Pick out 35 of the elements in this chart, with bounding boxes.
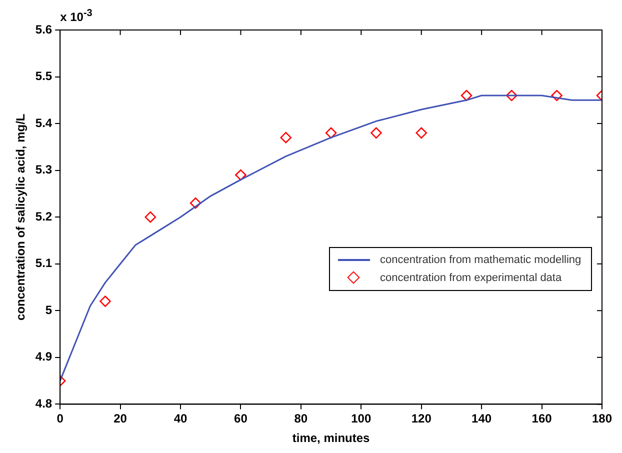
point bbox=[416, 127, 428, 139]
x-tick-label: 100 bbox=[351, 412, 372, 426]
x-tick-label: 20 bbox=[114, 412, 128, 426]
point bbox=[235, 169, 246, 181]
x-tick-label: 40 bbox=[174, 412, 188, 426]
point bbox=[370, 127, 382, 139]
y-axis-title: concentration of salicylic acid, mg/L bbox=[14, 114, 28, 320]
y-tick-label: 5 bbox=[45, 302, 52, 317]
point bbox=[460, 90, 472, 102]
point bbox=[506, 90, 518, 102]
y-tick-label: 5.2 bbox=[35, 209, 52, 224]
y-tick-label: 4.8 bbox=[35, 396, 52, 411]
x-tick-label: 140 bbox=[472, 412, 492, 426]
point bbox=[551, 90, 562, 102]
y-tick-label: 5.4 bbox=[35, 116, 52, 130]
y-tick-label: 5.3 bbox=[35, 162, 52, 177]
x-tick-label: 160 bbox=[532, 412, 552, 426]
legend-label: concentration from mathematic modelling bbox=[380, 254, 582, 266]
y-tick-label: 5.6 bbox=[35, 22, 52, 36]
y-tick-label: 5.1 bbox=[35, 256, 52, 270]
point bbox=[190, 197, 202, 209]
y-tick-label: 5.5 bbox=[35, 69, 52, 84]
x-tick-label: 80 bbox=[294, 412, 308, 426]
x-tick-label: 60 bbox=[234, 412, 248, 426]
point bbox=[325, 127, 337, 139]
point bbox=[144, 211, 156, 223]
legend-label: concentration from experimental data bbox=[380, 272, 562, 284]
point bbox=[280, 132, 292, 144]
x-tick-label: 180 bbox=[592, 412, 612, 426]
text: x 10$^{-3}$ bbox=[60, 8, 92, 24]
x-tick-label: 0 bbox=[56, 412, 64, 426]
point bbox=[100, 296, 111, 307]
x-axis-title: time, minutes bbox=[292, 431, 370, 446]
x-tick-label: 120 bbox=[411, 412, 432, 426]
y-tick-label: 4.9 bbox=[35, 350, 52, 364]
